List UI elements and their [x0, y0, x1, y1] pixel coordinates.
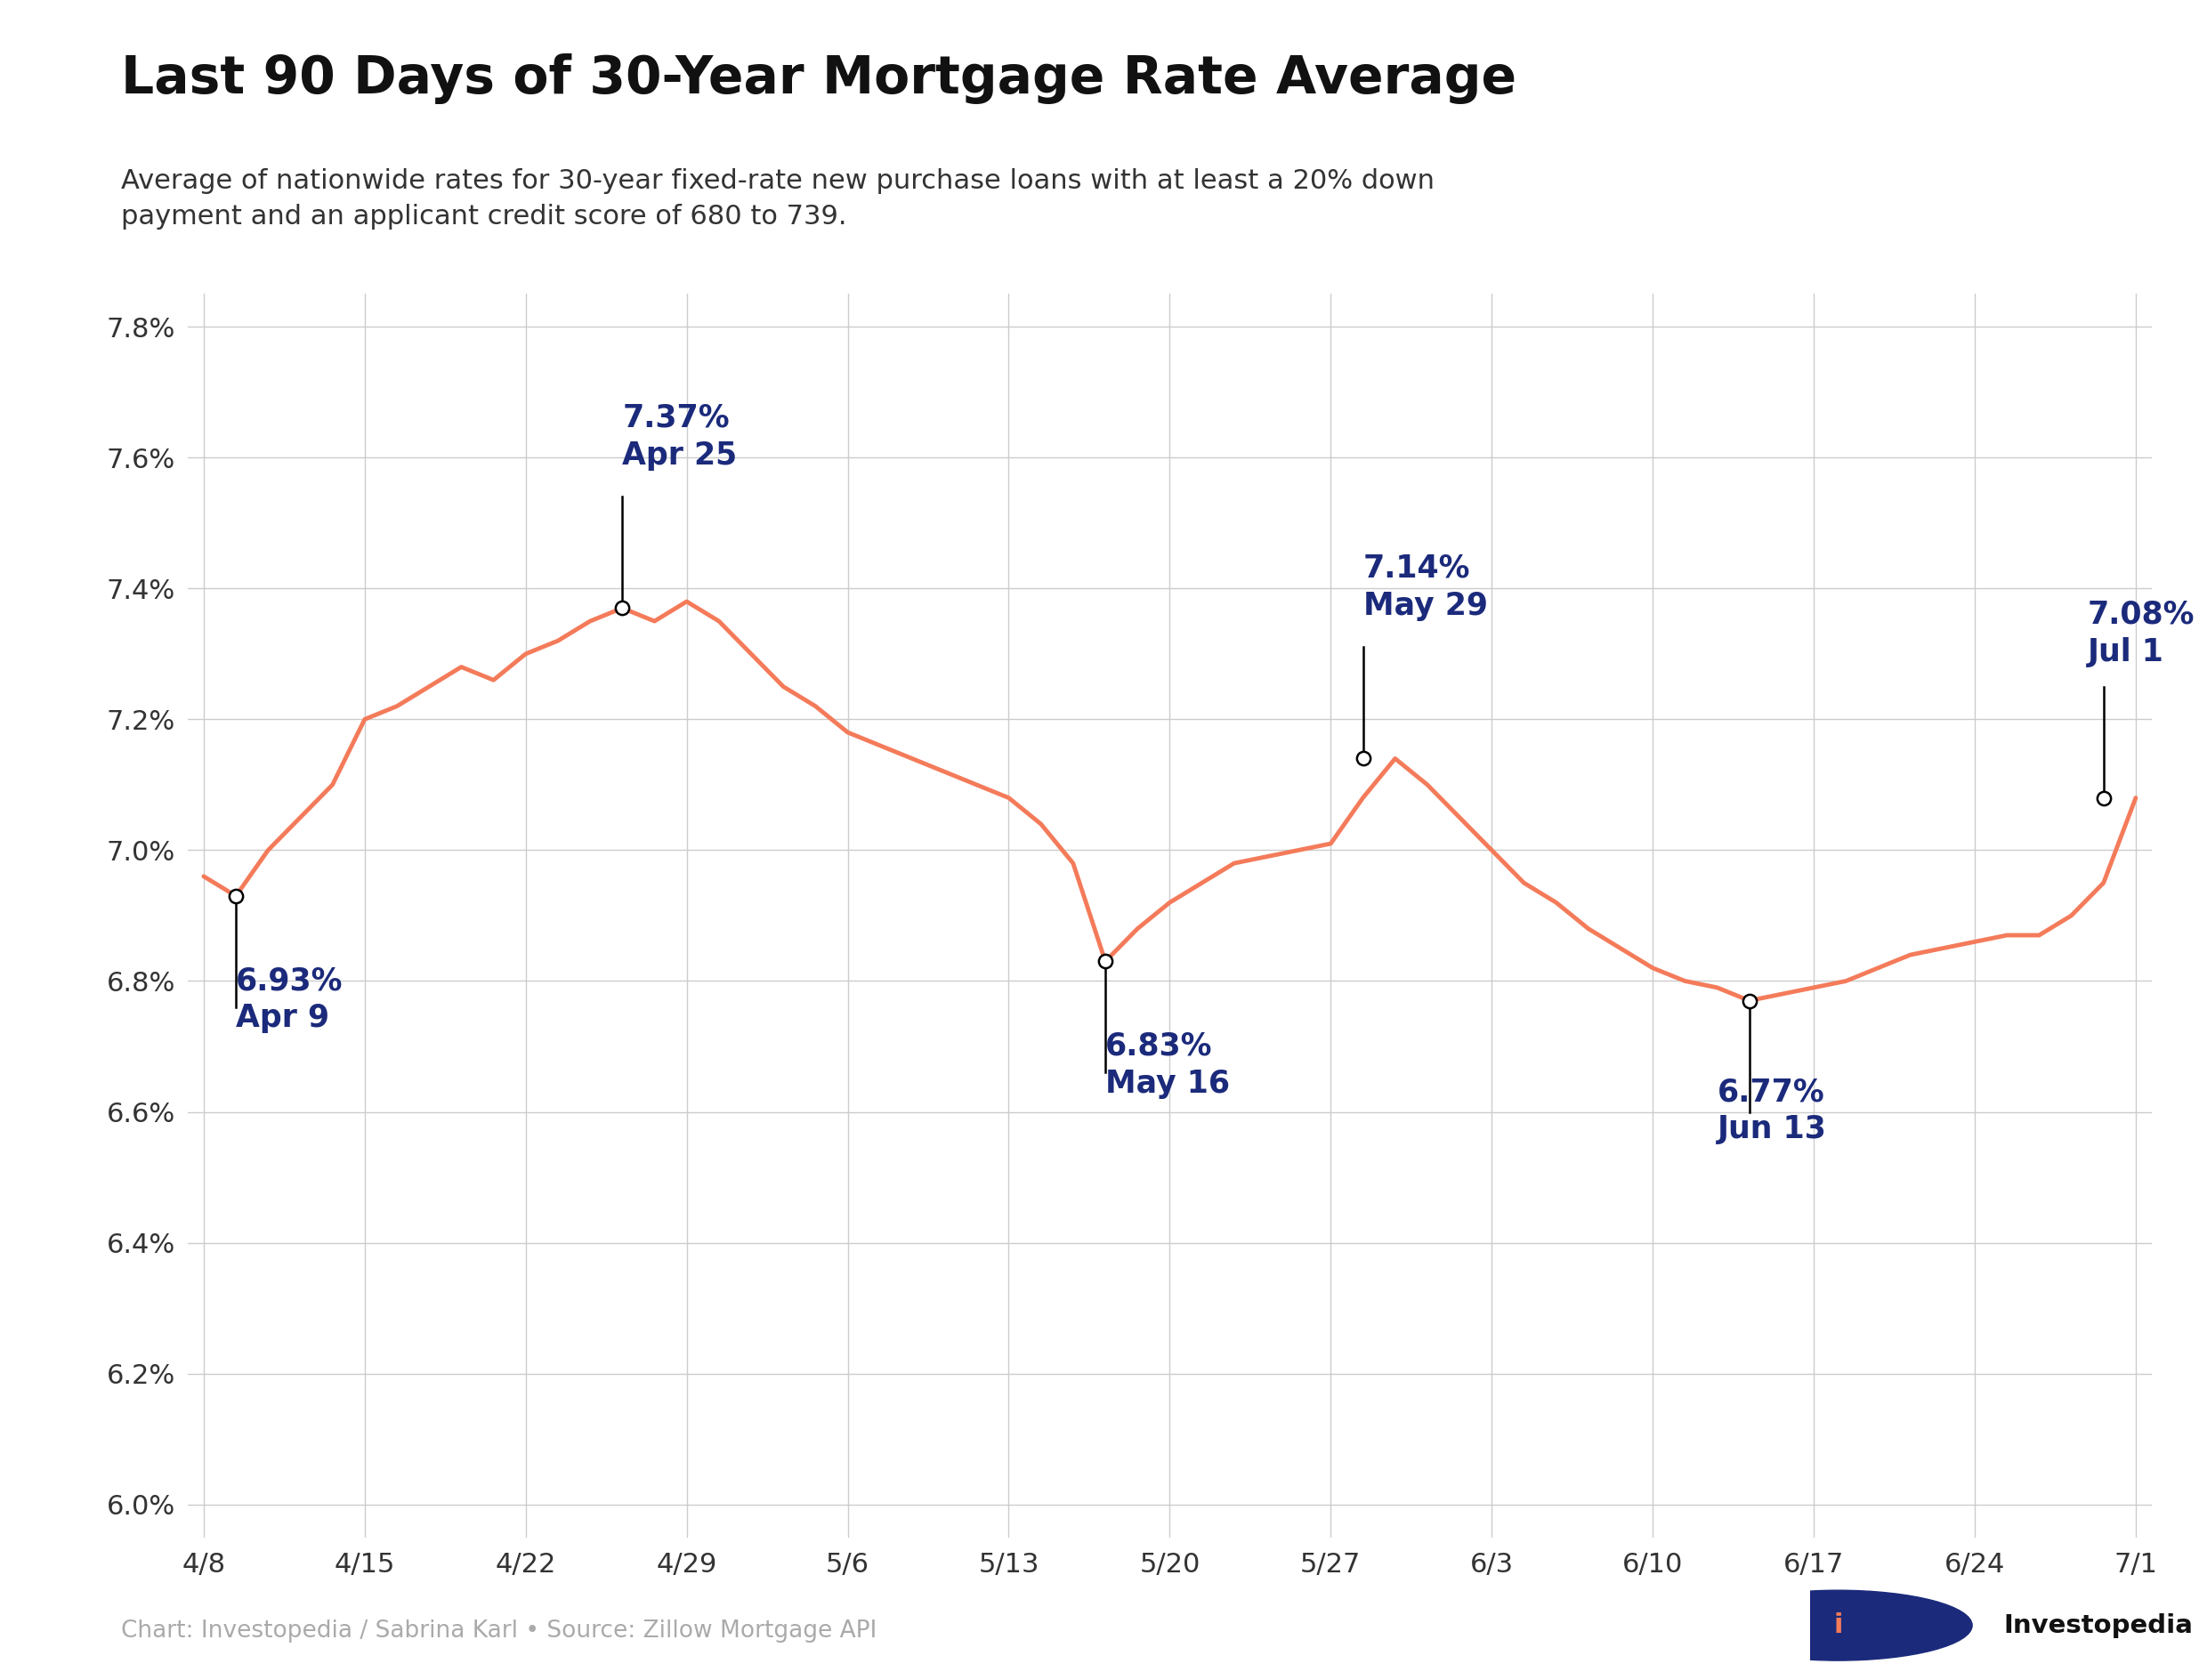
Text: Last 90 Days of 30-Year Mortgage Rate Average: Last 90 Days of 30-Year Mortgage Rate Av… [121, 54, 1516, 104]
Text: 7.37%
Apr 25: 7.37% Apr 25 [622, 403, 737, 470]
Text: Average of nationwide rates for 30-year fixed-rate new purchase loans with at le: Average of nationwide rates for 30-year … [121, 168, 1435, 230]
Text: 7.08%
Jul 1: 7.08% Jul 1 [2088, 600, 2194, 667]
Text: Investopedia: Investopedia [2004, 1613, 2194, 1638]
Text: 6.77%
Jun 13: 6.77% Jun 13 [1717, 1077, 1827, 1144]
Text: i: i [1834, 1613, 1843, 1638]
Text: 6.93%
Apr 9: 6.93% Apr 9 [236, 966, 342, 1033]
Text: Chart: Investopedia / Sabrina Karl • Source: Zillow Mortgage API: Chart: Investopedia / Sabrina Karl • Sou… [121, 1620, 876, 1643]
Circle shape [1704, 1591, 1973, 1660]
Text: 6.83%
May 16: 6.83% May 16 [1106, 1032, 1229, 1099]
Text: 7.14%
May 29: 7.14% May 29 [1364, 553, 1488, 622]
